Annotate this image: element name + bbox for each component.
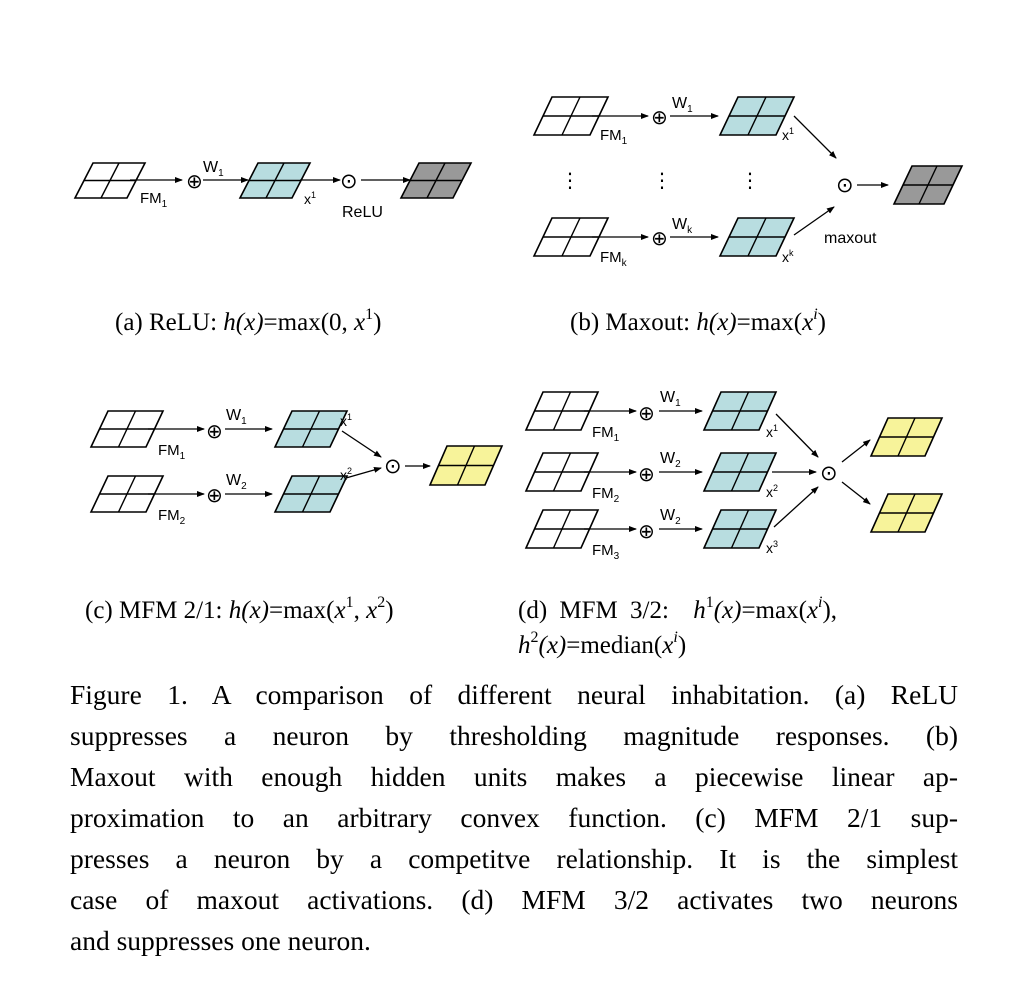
panel-b: FM1 ⊕ W1 x1 ⋮ ⋮ ⋮ FMk ⊕ Wk xk: [532, 95, 964, 269]
ellipsis: ⋮: [652, 170, 672, 192]
arrow: [841, 481, 871, 505]
feature-map-blue: [273, 410, 349, 448]
x-label: x1: [782, 126, 794, 143]
relu-label: ReLU: [342, 204, 383, 221]
caption-line: and suppresses one neuron.: [70, 925, 371, 956]
subcaption-a: (a) ReLU: h(x)=max(0, x1): [115, 306, 381, 336]
feature-map-input: [89, 410, 165, 448]
feature-map-blue: [702, 452, 778, 492]
feature-map-yellow: [869, 417, 944, 457]
plus-symbol: ⊕: [651, 107, 668, 129]
weight-label: W1: [672, 95, 693, 115]
subcaption-d-line2: h2(x)=median(xi): [518, 629, 686, 659]
feature-map-yellow: [869, 493, 944, 533]
caption-line: case of maxout activations. (d) MFM 3/2 …: [70, 884, 958, 915]
weight-label: W2: [660, 450, 681, 470]
feature-map-input: [73, 162, 147, 199]
x-label: x2: [766, 483, 778, 500]
caption-line: Figure 1. A comparison of different neur…: [70, 679, 958, 710]
panel-c: FM1 ⊕ W1 x1 FM2 ⊕ W2 x2 ⊙: [89, 407, 504, 527]
plus-symbol: ⊕: [206, 485, 223, 507]
maxout-label: maxout: [824, 230, 877, 247]
arrow: [345, 467, 382, 479]
ellipsis: ⋮: [560, 170, 580, 192]
caption-line: Maxout with enough hidden units makes a …: [70, 761, 958, 792]
fm-label: FM1: [600, 127, 628, 147]
feature-map-gray: [892, 165, 964, 205]
feature-map-input: [524, 509, 600, 549]
feature-map-input: [524, 391, 600, 431]
panel-a: FM1 ⊕ W1 x1 ⊙ ReLU: [73, 159, 473, 221]
x-label: x3: [766, 539, 778, 556]
feature-map-input: [89, 475, 165, 513]
arrow: [793, 206, 835, 236]
subcaption-c: (c) MFM 2/1: h(x)=max(x1, x2): [85, 594, 394, 624]
feature-map-blue: [718, 96, 796, 136]
plus-symbol: ⊕: [651, 228, 668, 250]
weight-label: W2: [226, 472, 247, 492]
fm-label: FMk: [600, 249, 628, 269]
plus-symbol: ⊕: [638, 521, 655, 543]
x-label: xk: [782, 248, 794, 265]
caption-line: proximation to an arbitrary convex funct…: [70, 802, 958, 833]
fm-label: FM1: [140, 190, 168, 210]
op-symbol: ⊙: [836, 174, 854, 197]
panel-d: FM1 ⊕ W1 x1 FM2 ⊕ W2 x2: [524, 389, 944, 562]
figure-caption: Figure 1. A comparison of different neur…: [70, 674, 958, 961]
arrow: [775, 413, 819, 458]
arrow: [793, 115, 837, 159]
x-label: x1: [766, 423, 778, 440]
plus-symbol: ⊕: [638, 464, 655, 486]
weight-label: W2: [660, 507, 681, 527]
fm-label: FM1: [158, 442, 186, 462]
feature-map-gray: [399, 162, 473, 199]
subcaption-d-line1: (d) MFM 3/2: h1(x)=max(xi),: [518, 594, 837, 624]
fm-label: FM1: [592, 424, 620, 444]
feature-map-input: [532, 217, 610, 257]
plus-symbol: ⊕: [186, 171, 203, 193]
arrow: [773, 486, 819, 528]
fm-label: FM2: [158, 507, 186, 527]
feature-map-yellow: [428, 445, 504, 486]
op-symbol: ⊙: [384, 455, 402, 478]
plus-symbol: ⊕: [638, 403, 655, 425]
feature-map-blue: [702, 509, 778, 549]
subcaption-b: (b) Maxout: h(x)=max(xi): [570, 306, 826, 336]
plus-symbol: ⊕: [206, 421, 223, 443]
x-label: x2: [340, 466, 352, 483]
arrow: [341, 430, 382, 458]
feature-map-input: [532, 96, 610, 136]
weight-label: W1: [203, 159, 224, 179]
fm-label: FM2: [592, 485, 620, 505]
weight-label: W1: [660, 389, 681, 409]
fm-label: FM3: [592, 542, 620, 562]
ellipsis: ⋮: [740, 170, 760, 192]
feature-map-blue: [273, 475, 349, 513]
op-symbol: ⊙: [340, 170, 358, 193]
x-label: x1: [304, 190, 316, 207]
caption-line: suppresses a neuron by thresholding magn…: [70, 720, 958, 751]
op-symbol: ⊙: [820, 462, 838, 485]
feature-map-blue: [238, 162, 312, 199]
caption-line: presses a neuron by a competitve relatio…: [70, 843, 958, 874]
feature-map-blue: [702, 391, 778, 431]
arrow: [841, 439, 871, 463]
feature-map-input: [524, 452, 600, 492]
weight-label: Wk: [672, 216, 693, 236]
feature-map-blue: [718, 217, 796, 257]
weight-label: W1: [226, 407, 247, 427]
x-label: x1: [340, 412, 352, 429]
